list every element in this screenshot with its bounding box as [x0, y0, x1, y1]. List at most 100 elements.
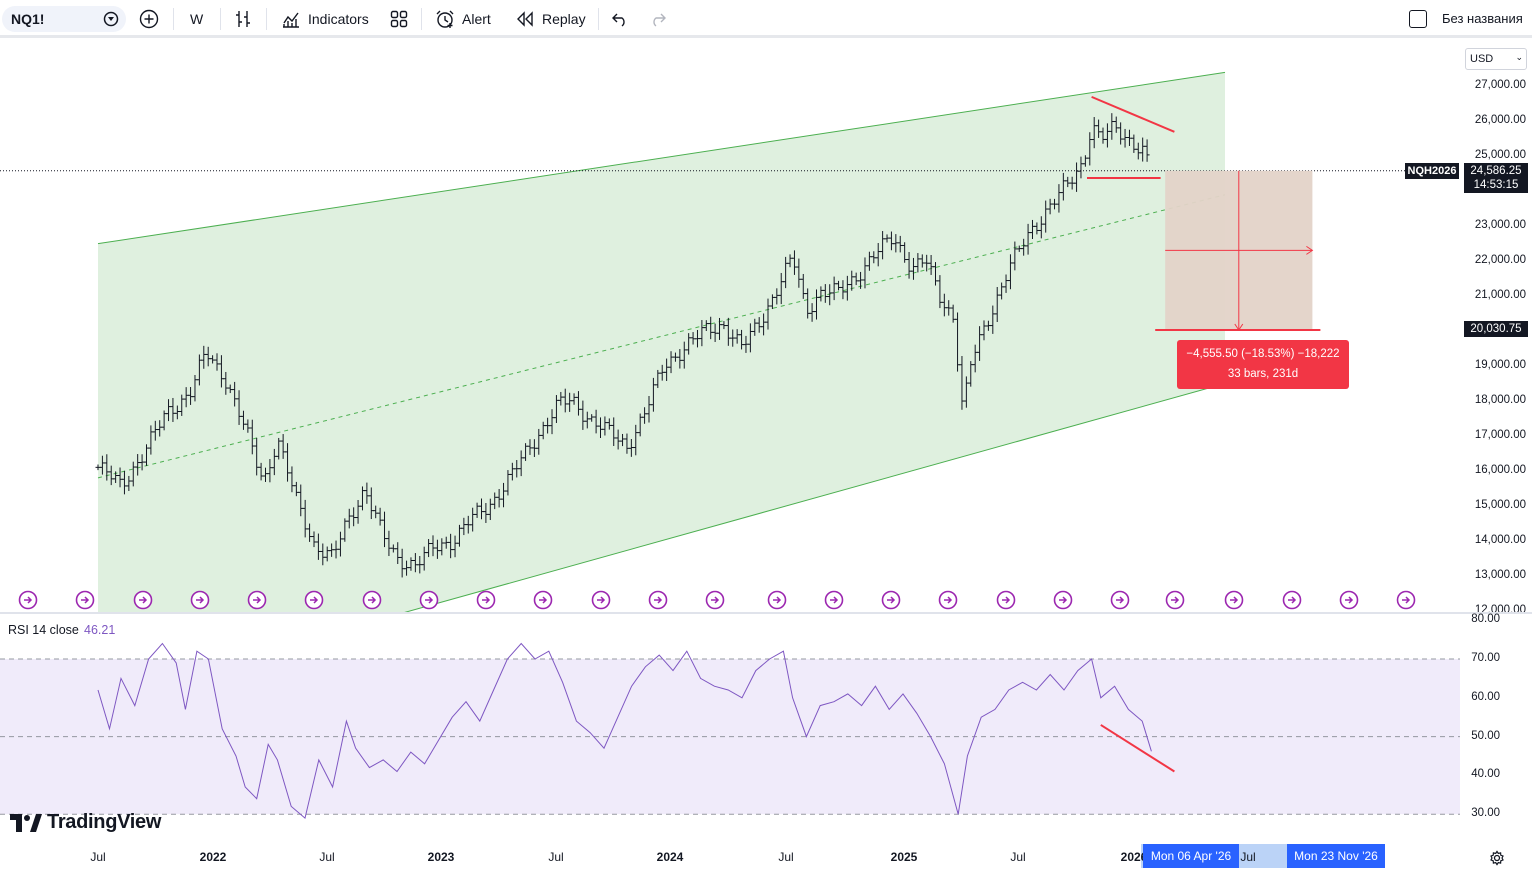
toolbar-divider	[598, 8, 599, 30]
time-label: 2026	[1120, 850, 1148, 864]
event-arrow	[1171, 596, 1180, 604]
symbol-compare-icon[interactable]	[102, 10, 120, 28]
economic-event-icon	[1282, 590, 1302, 610]
currency-value: USD	[1470, 53, 1494, 65]
measure-arrows	[1155, 170, 1321, 331]
measure-info-box[interactable]: −4,555.50 (−18.53%) −18,222 33 bars, 231…	[1177, 340, 1349, 389]
indicators-icon	[283, 12, 299, 28]
measure-arrow-head	[1306, 245, 1314, 255]
event-arrow	[887, 596, 896, 604]
economic-event-icon	[591, 590, 611, 610]
economic-event-icon	[247, 590, 267, 610]
alert-label: Alert	[462, 11, 491, 27]
rsi-scale-label: 50.00	[1471, 729, 1500, 742]
economic-event-icon	[1165, 590, 1185, 610]
event-arrow	[1402, 596, 1411, 604]
event-arrow	[139, 596, 148, 604]
indicators-label: Indicators	[308, 11, 369, 27]
price-scale-label: 26,000.00	[1474, 114, 1526, 127]
tradingview-logo[interactable]: TradingView	[10, 811, 161, 834]
gear-icon[interactable]	[1489, 850, 1505, 866]
replay-label: Replay	[542, 11, 586, 27]
event-arrow	[1002, 596, 1011, 604]
indicators-button[interactable]: Indicators	[281, 8, 369, 30]
templates-button[interactable]	[390, 8, 408, 30]
templates-grid-icon	[390, 10, 408, 28]
event-arrow	[253, 596, 262, 604]
alert-button[interactable]: Alert	[435, 8, 491, 30]
price-chart[interactable]	[0, 40, 1460, 612]
time-label: 2025	[890, 850, 918, 864]
time-label: Jul	[1010, 850, 1026, 864]
toolbar-divider	[173, 8, 174, 30]
top-toolbar: NQ1! W Indicators	[0, 0, 1532, 38]
rsi-value: 46.21	[84, 623, 116, 637]
event-arrow	[711, 596, 720, 604]
time-label: Jul	[1240, 850, 1256, 864]
economic-event-icon	[476, 590, 496, 610]
event-arrow	[1230, 596, 1239, 604]
economic-event-icon	[996, 590, 1016, 610]
layout-checkbox[interactable]	[1409, 10, 1427, 28]
event-arrow	[368, 596, 377, 604]
event-arrow	[196, 596, 205, 604]
measure-bars-text: 33 bars, 231d	[1227, 368, 1299, 380]
redo-button[interactable]	[649, 8, 667, 30]
interval-button[interactable]: W	[190, 8, 203, 30]
undo-icon	[612, 13, 625, 27]
channel-upper-line	[97, 71, 1226, 245]
rsi-scale-label: 70.00	[1471, 652, 1500, 664]
chart-type-button[interactable]	[234, 8, 252, 30]
economic-event-icon	[1396, 590, 1416, 610]
toolbar-divider	[220, 8, 221, 30]
economic-event-icon	[190, 590, 210, 610]
price-scale-label: 22,000.00	[1474, 254, 1526, 267]
pane-separator[interactable]	[0, 612, 1532, 614]
rsi-chart[interactable]	[0, 614, 1460, 842]
economic-event-icon	[881, 590, 901, 610]
economic-event-icon	[362, 590, 382, 610]
rsi-title[interactable]: RSI 14 close	[8, 623, 79, 637]
economic-event-icon	[419, 590, 439, 610]
bar-countdown-tag: 14:53:15	[1464, 178, 1528, 193]
event-arrow	[830, 596, 839, 604]
event-arrow	[539, 596, 548, 604]
price-scale-label: 15,000.00	[1474, 498, 1526, 511]
economic-event-icon	[18, 590, 38, 610]
time-label: 2023	[427, 850, 455, 864]
event-arrow	[81, 596, 90, 604]
price-scale-label: 19,000.00	[1474, 359, 1526, 371]
rsi-divergence-line	[1100, 724, 1175, 773]
undo-button[interactable]	[611, 8, 629, 30]
time-label: Jul	[319, 850, 335, 864]
currency-select[interactable]: USD ⌄	[1465, 48, 1527, 70]
economic-event-icon	[705, 590, 725, 610]
price-scale-label: 21,000.00	[1474, 289, 1526, 302]
economic-event-icon	[938, 590, 958, 610]
layout-name[interactable]: Без названия	[1442, 11, 1523, 26]
price-scale-label: 23,000.00	[1474, 219, 1526, 232]
replay-button[interactable]: Replay	[515, 8, 586, 30]
redo-icon	[653, 13, 666, 27]
event-arrow	[654, 596, 663, 604]
economic-event-icon	[767, 590, 787, 610]
symbol-search-box[interactable]: NQ1!	[2, 6, 126, 32]
economic-event-icon	[824, 590, 844, 610]
add-symbol-button[interactable]	[139, 8, 159, 30]
rsi-line	[97, 642, 1152, 820]
event-icons-row	[18, 590, 1416, 610]
economic-event-icon	[1110, 590, 1130, 610]
economic-event-icon	[304, 590, 324, 610]
replay-rewind-icon	[517, 11, 533, 27]
rsi-scale-label: 40.00	[1471, 768, 1500, 781]
rsi-scale-label: 60.00	[1471, 690, 1500, 703]
price-scale-label: 13,000.00	[1474, 568, 1526, 581]
rsi-scale-label: 80.00	[1471, 613, 1500, 626]
event-arrow	[1345, 596, 1354, 604]
event-arrow	[1059, 596, 1068, 604]
event-arrow	[425, 596, 434, 604]
event-arrow	[773, 596, 782, 604]
ohlc-bars	[95, 113, 1150, 578]
symbol-name: NQ1!	[11, 11, 45, 27]
event-arrow	[1116, 596, 1125, 604]
